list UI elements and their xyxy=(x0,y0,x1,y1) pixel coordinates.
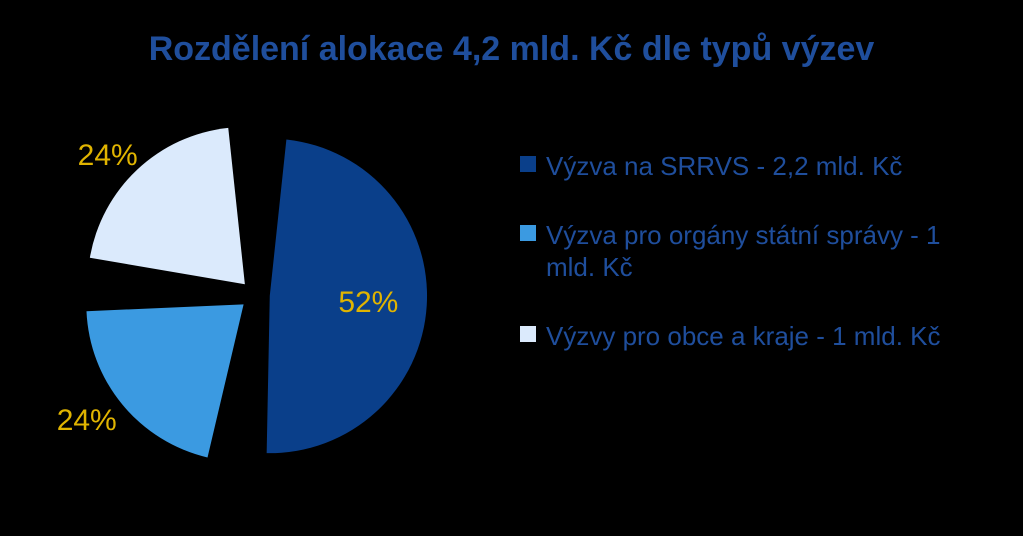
slice-label-2: 24% xyxy=(78,139,138,173)
pie-chart: 52% 24% 24% xyxy=(70,110,440,480)
chart-container: Rozdělení alokace 4,2 mld. Kč dle typů v… xyxy=(0,0,1023,536)
chart-title: Rozdělení alokace 4,2 mld. Kč dle typů v… xyxy=(0,30,1023,69)
slice-label-1: 24% xyxy=(57,404,117,438)
legend-swatch-0 xyxy=(520,156,536,172)
legend-label-2: Výzvy pro obce a kraje - 1 mld. Kč xyxy=(546,320,940,353)
legend-swatch-2 xyxy=(520,326,536,342)
legend: Výzva na SRRVS - 2,2 mld. Kč Výzva pro o… xyxy=(520,150,1000,388)
slice-label-0: 52% xyxy=(338,286,398,320)
legend-item-1: Výzva pro orgány státní správy - 1 mld. … xyxy=(520,219,1000,284)
legend-label-1: Výzva pro orgány státní správy - 1 mld. … xyxy=(546,219,976,284)
legend-label-0: Výzva na SRRVS - 2,2 mld. Kč xyxy=(546,150,902,183)
legend-swatch-1 xyxy=(520,225,536,241)
legend-item-0: Výzva na SRRVS - 2,2 mld. Kč xyxy=(520,150,1000,183)
legend-item-2: Výzvy pro obce a kraje - 1 mld. Kč xyxy=(520,320,1000,353)
